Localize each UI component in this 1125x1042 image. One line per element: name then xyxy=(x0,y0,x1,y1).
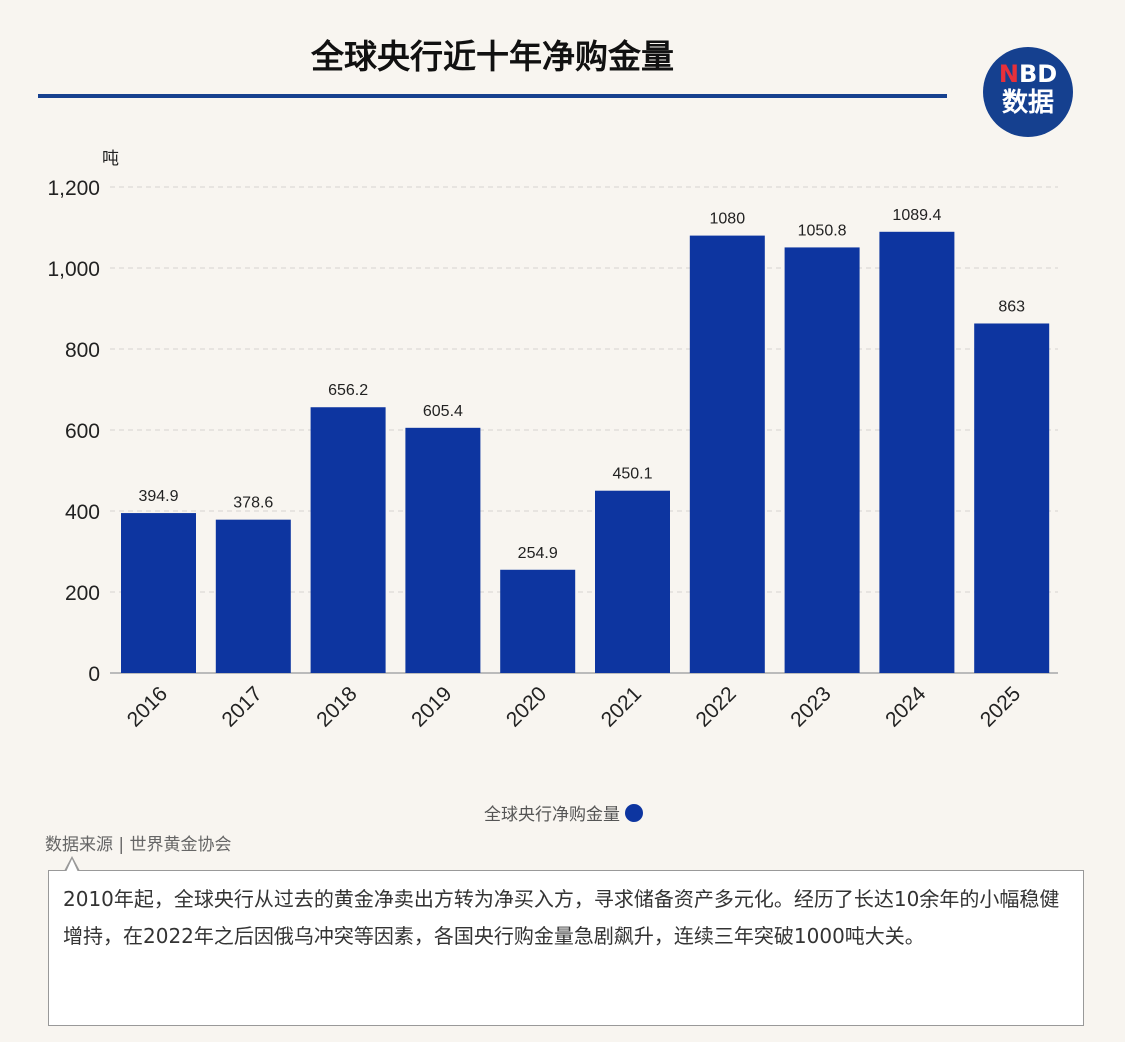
note-box: 2010年起，全球央行从过去的黄金净卖出方转为净买入方，寻求储备资产多元化。经历… xyxy=(48,870,1084,1026)
data-label: 1050.8 xyxy=(798,222,847,239)
x-tick-label: 2018 xyxy=(312,682,361,731)
data-source: 数据来源 | 世界黄金协会 xyxy=(45,835,232,855)
data-label: 450.1 xyxy=(612,466,652,483)
bar xyxy=(974,323,1050,673)
bar xyxy=(879,231,955,673)
title-rule xyxy=(38,94,947,98)
data-label: 1080 xyxy=(710,211,746,228)
nbd-logo: NBD 数据 xyxy=(983,47,1073,137)
x-tick-label: 2019 xyxy=(407,682,456,731)
y-tick-label: 600 xyxy=(65,420,100,443)
y-tick-label: 200 xyxy=(65,582,100,605)
bar xyxy=(689,235,765,673)
callout-notch-fill xyxy=(66,859,78,872)
data-label: 1089.4 xyxy=(892,207,941,224)
data-label: 863 xyxy=(998,298,1025,315)
y-tick-label: 0 xyxy=(88,663,100,686)
x-tick-label: 2020 xyxy=(502,682,551,731)
y-tick-label: 1,200 xyxy=(47,177,100,200)
data-label: 394.9 xyxy=(138,488,178,505)
data-label: 254.9 xyxy=(518,545,558,562)
bar xyxy=(215,519,291,673)
y-tick-label: 400 xyxy=(65,501,100,524)
bar xyxy=(310,407,386,673)
x-tick-label: 2025 xyxy=(976,682,1025,731)
data-label: 656.2 xyxy=(328,382,368,399)
bar xyxy=(121,513,196,673)
bar xyxy=(784,247,860,673)
legend-label: 全球央行净购金量 xyxy=(484,805,620,825)
legend-swatch xyxy=(625,803,643,822)
x-tick-label: 2021 xyxy=(597,682,646,731)
bar xyxy=(595,490,670,673)
bar xyxy=(405,427,481,673)
x-tick-label: 2017 xyxy=(218,682,267,731)
y-axis-unit: 吨 xyxy=(102,149,119,169)
y-tick-label: 800 xyxy=(65,339,100,362)
data-label: 378.6 xyxy=(233,495,273,512)
y-tick-label: 1,000 xyxy=(47,258,100,281)
x-tick-label: 2016 xyxy=(123,682,172,731)
x-tick-label: 2022 xyxy=(692,682,741,731)
x-tick-label: 2023 xyxy=(786,682,835,731)
x-tick-label: 2024 xyxy=(881,682,931,732)
bar xyxy=(500,569,576,673)
legend: 全球央行净购金量 xyxy=(484,800,643,825)
chart-title: 全球央行近十年净购金量 xyxy=(311,37,674,76)
bar-chart: 0 200 400 600 800 1,000 1,200 394.9 2016 378.6 201… xyxy=(47,177,1058,732)
data-label: 605.4 xyxy=(423,403,463,420)
